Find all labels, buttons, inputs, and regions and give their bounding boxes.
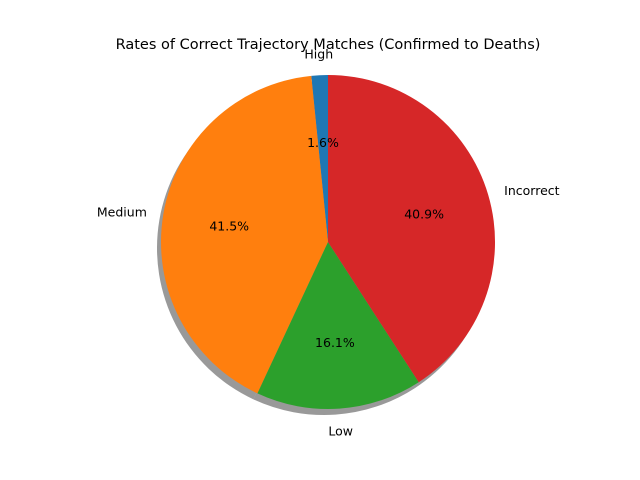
slice-label-high: High	[304, 47, 333, 62]
slice-percent-low: 16.1%	[315, 335, 355, 350]
slice-label-medium: Medium	[97, 204, 147, 219]
chart-title: Rates of Correct Trajectory Matches (Con…	[116, 37, 541, 53]
pie-labels: High 1.6% Medium 41.5% Low 16.1% Incorrect 40.9…	[97, 47, 560, 439]
slice-label-low: Low	[328, 423, 353, 438]
slice-label-incorrect: Incorrect	[504, 183, 559, 198]
pie-slice-medium	[161, 75, 328, 394]
pie-slices	[161, 74, 496, 410]
slice-percent-incorrect: 40.9%	[404, 207, 444, 222]
pie-slice-high	[311, 74, 328, 242]
slice-percent-high: 1.6%	[307, 135, 339, 150]
pie-slice-low	[257, 242, 419, 410]
slice-percent-medium: 41.5%	[209, 218, 249, 233]
pie-slice-incorrect	[328, 74, 496, 383]
